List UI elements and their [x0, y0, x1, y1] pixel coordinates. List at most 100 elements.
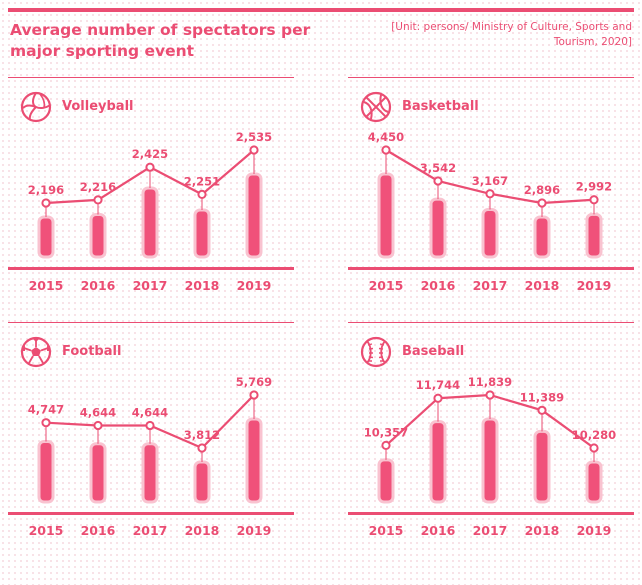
year-label: 2018 — [525, 278, 560, 293]
data-point — [433, 176, 443, 186]
data-point — [537, 198, 547, 208]
data-point — [249, 390, 259, 400]
page-title: Average number of spectators per major s… — [10, 21, 311, 60]
year-label: 2017 — [473, 278, 508, 293]
value-label: 3,812 — [184, 428, 220, 442]
data-point — [41, 418, 51, 428]
value-label: 4,644 — [132, 405, 168, 419]
panel-title: Football — [62, 344, 122, 359]
basketball-panel: Basketball 4,450 2015 3,542 2016 3,167 2017 2,… — [348, 77, 634, 317]
value-label: 4,644 — [80, 405, 116, 419]
value-label: 4,747 — [28, 403, 64, 417]
data-point — [381, 145, 391, 155]
data-point — [93, 195, 103, 205]
value-label: 11,389 — [520, 390, 564, 404]
data-point — [145, 420, 155, 431]
axis-baseline — [348, 512, 634, 515]
bar — [585, 212, 603, 259]
data-point — [485, 189, 495, 199]
basketball-icon — [360, 91, 392, 123]
data-point — [485, 390, 495, 400]
panel-divider — [348, 322, 634, 323]
bar — [377, 458, 395, 504]
source-note: [Unit: persons/ Ministry of Culture, Spo… — [391, 21, 632, 48]
year-label: 2017 — [133, 278, 168, 293]
panel-title: Baseball — [402, 344, 465, 359]
year-label: 2018 — [185, 278, 220, 293]
top-rule — [8, 8, 634, 12]
year-label: 2019 — [577, 278, 612, 293]
data-point — [537, 405, 547, 415]
year-label: 2015 — [369, 278, 404, 293]
value-label: 2,896 — [524, 183, 560, 197]
bar — [377, 172, 395, 259]
value-label: 5,769 — [236, 375, 272, 389]
axis-baseline — [348, 267, 634, 270]
value-label: 3,542 — [420, 161, 456, 175]
year-label: 2016 — [81, 278, 116, 293]
data-point — [589, 195, 599, 205]
panel-divider — [348, 77, 634, 78]
baseball-panel: Baseball 10,357 2015 11,744 2016 11,839 2017 1… — [348, 322, 634, 562]
value-label: 4,450 — [368, 130, 404, 144]
data-point — [197, 189, 207, 200]
year-label: 2015 — [29, 523, 64, 538]
bar — [481, 208, 499, 259]
value-label: 11,839 — [468, 375, 512, 389]
value-label: 3,167 — [472, 174, 508, 188]
bar — [37, 215, 55, 259]
data-point — [589, 443, 599, 453]
data-point — [41, 198, 51, 208]
value-label: 2,196 — [28, 183, 64, 197]
value-label: 2,425 — [132, 147, 168, 161]
year-label: 2017 — [133, 523, 168, 538]
data-point — [197, 443, 207, 453]
value-label: 2,251 — [184, 174, 220, 188]
bar — [481, 417, 499, 504]
year-label: 2015 — [369, 523, 404, 538]
baseball-chart: 10,357 2015 11,744 2016 11,839 2017 11,389 2018… — [348, 375, 634, 538]
basketball-chart: 4,450 2015 3,542 2016 3,167 2017 2,896 2018 2,99… — [348, 130, 634, 293]
bar — [141, 186, 159, 259]
bar — [193, 208, 211, 259]
value-label: 11,744 — [416, 378, 460, 392]
year-label: 2019 — [577, 523, 612, 538]
football-icon — [20, 336, 52, 368]
year-label: 2018 — [525, 523, 560, 538]
bar — [429, 197, 447, 259]
bar — [89, 442, 107, 504]
year-label: 2015 — [29, 278, 64, 293]
data-point — [381, 440, 391, 450]
year-label: 2016 — [421, 523, 456, 538]
bar — [141, 442, 159, 504]
bar — [193, 460, 211, 504]
year-label: 2017 — [473, 523, 508, 538]
data-point — [145, 162, 155, 172]
value-label: 2,992 — [576, 180, 612, 194]
bar — [245, 417, 263, 504]
panel-divider — [8, 77, 294, 78]
year-label: 2016 — [421, 278, 456, 293]
bar — [89, 212, 107, 259]
value-label: 2,535 — [236, 130, 272, 144]
data-point — [93, 420, 103, 431]
football-chart: 4,747 2015 4,644 2016 4,644 2017 3,812 2018 5,76… — [8, 375, 294, 538]
value-label: 2,216 — [80, 180, 116, 194]
value-label: 10,357 — [364, 425, 408, 439]
year-label: 2019 — [237, 523, 272, 538]
bar — [585, 460, 603, 504]
axis-baseline — [8, 267, 294, 270]
data-point — [433, 393, 443, 403]
baseball-icon — [360, 336, 392, 368]
value-label: 10,280 — [572, 428, 616, 442]
volleyball-chart: 2,196 2015 2,216 2016 2,425 2017 2,251 2018 2,53… — [8, 130, 294, 293]
year-label: 2016 — [81, 523, 116, 538]
year-label: 2018 — [185, 523, 220, 538]
data-point — [249, 145, 259, 155]
panel-title: Basketball — [402, 99, 479, 114]
axis-baseline — [8, 512, 294, 515]
volleyball-icon — [20, 91, 52, 123]
bar — [533, 215, 551, 259]
bar — [429, 420, 447, 504]
panel-title: Volleyball — [62, 99, 134, 114]
